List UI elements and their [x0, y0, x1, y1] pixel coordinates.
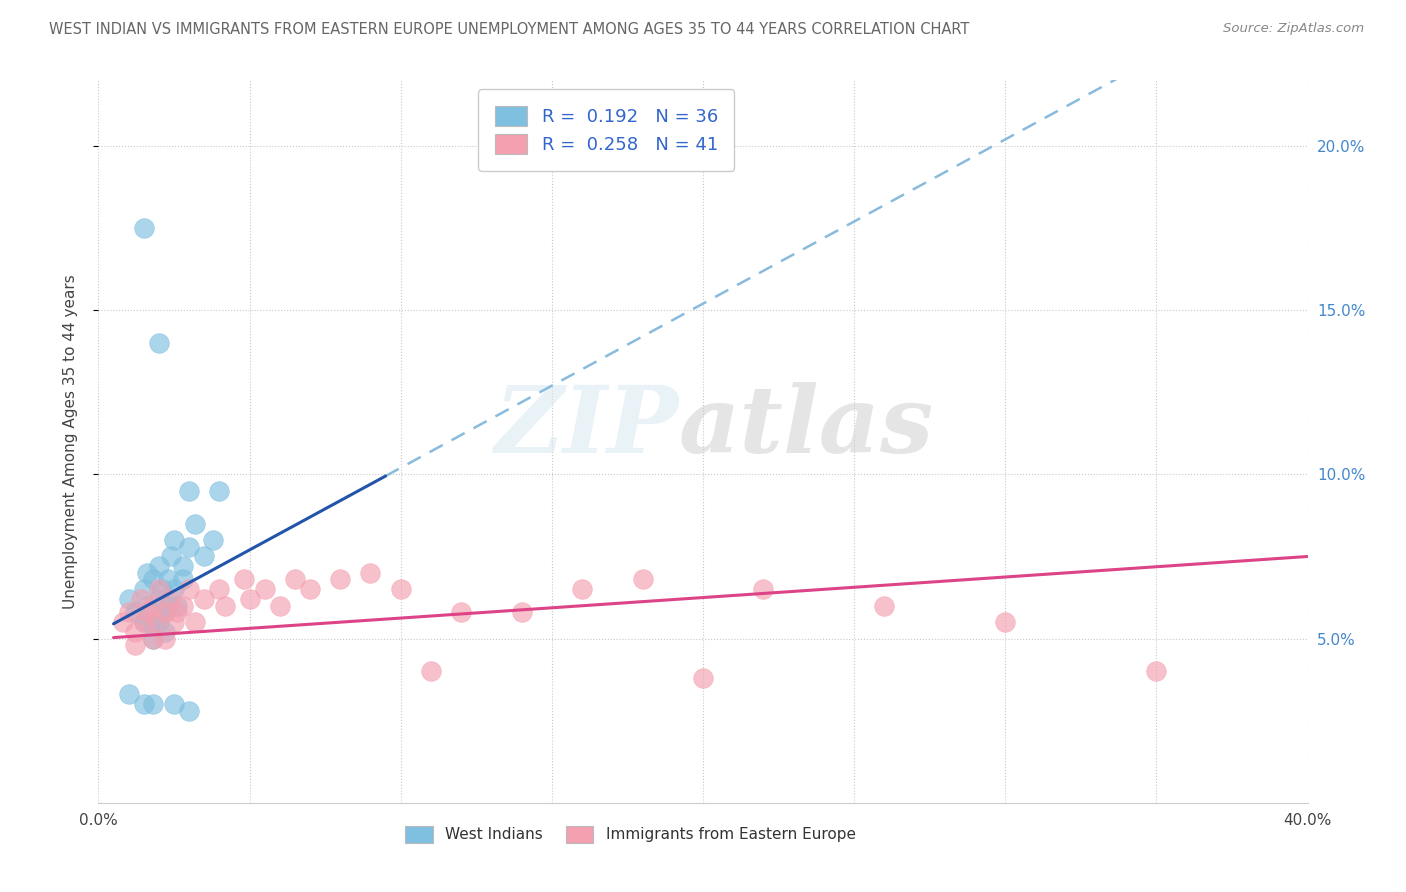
Point	[193, 592, 215, 607]
Point	[160, 592, 183, 607]
Point	[253, 582, 276, 597]
Point	[145, 615, 167, 630]
Point	[148, 592, 170, 607]
Point	[166, 599, 188, 613]
Point	[994, 615, 1017, 630]
Point	[148, 615, 170, 630]
Point	[232, 573, 254, 587]
Point	[172, 559, 194, 574]
Point	[299, 582, 322, 597]
Point	[132, 615, 155, 630]
Point	[142, 632, 165, 646]
Point	[873, 599, 896, 613]
Point	[214, 599, 236, 613]
Point	[156, 599, 179, 613]
Point	[450, 605, 472, 619]
Point	[142, 698, 165, 712]
Point	[184, 516, 207, 531]
Point	[153, 625, 176, 640]
Point	[135, 599, 157, 613]
Point	[752, 582, 775, 597]
Point	[118, 592, 141, 607]
Point	[172, 599, 194, 613]
Point	[129, 592, 152, 607]
Point	[160, 549, 183, 564]
Point	[239, 592, 262, 607]
Point	[142, 599, 165, 613]
Text: ZIP: ZIP	[495, 382, 679, 472]
Point	[132, 615, 155, 630]
Point	[208, 582, 231, 597]
Point	[124, 605, 146, 619]
Point	[153, 605, 176, 619]
Point	[389, 582, 412, 597]
Point	[1144, 665, 1167, 679]
Point	[150, 582, 173, 597]
Point	[118, 687, 141, 701]
Point	[179, 704, 201, 718]
Point	[153, 632, 176, 646]
Text: WEST INDIAN VS IMMIGRANTS FROM EASTERN EUROPE UNEMPLOYMENT AMONG AGES 35 TO 44 Y: WEST INDIAN VS IMMIGRANTS FROM EASTERN E…	[49, 22, 970, 37]
Point	[172, 573, 194, 587]
Point	[153, 605, 176, 619]
Point	[692, 671, 714, 685]
Point	[163, 582, 186, 597]
Point	[148, 582, 170, 597]
Point	[284, 573, 307, 587]
Point	[132, 698, 155, 712]
Point	[148, 336, 170, 351]
Point	[135, 566, 157, 580]
Point	[510, 605, 533, 619]
Point	[135, 605, 157, 619]
Point	[132, 582, 155, 597]
Point	[179, 582, 201, 597]
Point	[142, 632, 165, 646]
Y-axis label: Unemployment Among Ages 35 to 44 years: Unemployment Among Ages 35 to 44 years	[63, 274, 77, 609]
Point	[156, 573, 179, 587]
Point	[360, 566, 382, 580]
Point	[184, 615, 207, 630]
Legend: West Indians, Immigrants from Eastern Europe: West Indians, Immigrants from Eastern Eu…	[399, 820, 862, 849]
Point	[132, 221, 155, 235]
Point	[193, 549, 215, 564]
Point	[202, 533, 225, 547]
Point	[329, 573, 352, 587]
Point	[571, 582, 593, 597]
Point	[163, 533, 186, 547]
Point	[420, 665, 443, 679]
Point	[166, 605, 188, 619]
Point	[148, 559, 170, 574]
Point	[139, 615, 162, 630]
Text: Source: ZipAtlas.com: Source: ZipAtlas.com	[1223, 22, 1364, 36]
Point	[124, 638, 146, 652]
Point	[124, 625, 146, 640]
Point	[111, 615, 134, 630]
Point	[163, 615, 186, 630]
Point	[269, 599, 291, 613]
Text: atlas: atlas	[679, 382, 934, 472]
Point	[208, 483, 231, 498]
Point	[118, 605, 141, 619]
Point	[631, 573, 654, 587]
Point	[142, 573, 165, 587]
Point	[179, 540, 201, 554]
Point	[179, 483, 201, 498]
Point	[163, 698, 186, 712]
